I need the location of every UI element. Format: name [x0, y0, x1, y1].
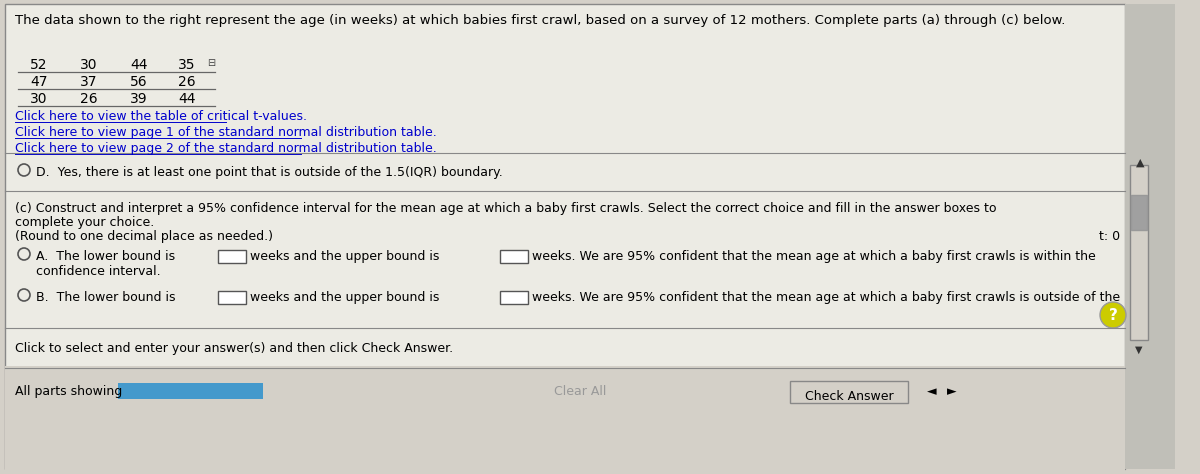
Text: ◄: ◄ — [928, 385, 937, 398]
Text: B.  The lower bound is: B. The lower bound is — [36, 291, 175, 304]
Text: (c) Construct and interpret a 95% confidence interval for the mean age at which : (c) Construct and interpret a 95% confid… — [14, 202, 996, 215]
Text: Click here to view page 1 of the standard normal distribution table.: Click here to view page 1 of the standar… — [14, 126, 437, 139]
Text: All parts showing: All parts showing — [14, 385, 122, 398]
Text: 44: 44 — [178, 92, 196, 106]
Circle shape — [1100, 302, 1126, 328]
Text: weeks. We are 95% confident that the mean age at which a baby first crawls is ou: weeks. We are 95% confident that the mea… — [532, 291, 1120, 304]
Bar — [500, 291, 528, 304]
Text: confidence interval.: confidence interval. — [36, 265, 161, 278]
Text: 26: 26 — [178, 75, 196, 89]
Bar — [1126, 4, 1175, 469]
Text: ▲: ▲ — [1135, 158, 1145, 168]
Bar — [500, 250, 528, 263]
Text: Click here to view the table of critical t-values.: Click here to view the table of critical… — [14, 110, 307, 123]
Text: ►: ► — [947, 385, 956, 398]
Text: 56: 56 — [130, 75, 148, 89]
Text: weeks. We are 95% confident that the mean age at which a baby first crawls is wi: weeks. We are 95% confident that the mea… — [532, 250, 1096, 263]
Text: Click here to view page 2 of the standard normal distribution table.: Click here to view page 2 of the standar… — [14, 142, 437, 155]
Text: 52: 52 — [30, 58, 48, 72]
Text: 39: 39 — [130, 92, 148, 106]
Bar — [218, 291, 246, 304]
Text: A.  The lower bound is: A. The lower bound is — [36, 250, 175, 263]
Bar — [790, 381, 908, 403]
Text: ▼: ▼ — [1135, 345, 1142, 355]
Bar — [1130, 165, 1148, 340]
Text: The data shown to the right represent the age (in weeks) at which babies first c: The data shown to the right represent th… — [14, 14, 1066, 27]
Text: Click to select and enter your answer(s) and then click Check Answer.: Click to select and enter your answer(s)… — [14, 342, 454, 355]
Text: D.  Yes, there is at least one point that is outside of the 1.5(IQR) boundary.: D. Yes, there is at least one point that… — [36, 166, 503, 179]
Text: 35: 35 — [178, 58, 196, 72]
Bar — [1132, 195, 1147, 230]
Text: 30: 30 — [80, 58, 97, 72]
Text: 44: 44 — [130, 58, 148, 72]
Text: 30: 30 — [30, 92, 48, 106]
Bar — [118, 383, 263, 399]
Text: 37: 37 — [80, 75, 97, 89]
Text: 47: 47 — [30, 75, 48, 89]
Text: (Round to one decimal place as needed.): (Round to one decimal place as needed.) — [14, 230, 274, 243]
Text: complete your choice.: complete your choice. — [14, 216, 155, 229]
Text: ?: ? — [1109, 308, 1117, 323]
Text: Check Answer: Check Answer — [805, 390, 893, 403]
Text: Clear All: Clear All — [554, 385, 606, 398]
Text: ⊟: ⊟ — [208, 58, 215, 68]
Bar — [5, 366, 1126, 472]
Bar — [218, 250, 246, 263]
Text: weeks and the upper bound is: weeks and the upper bound is — [250, 250, 439, 263]
Text: weeks and the upper bound is: weeks and the upper bound is — [250, 291, 439, 304]
Text: t: 0: t: 0 — [1099, 230, 1120, 243]
Text: 26: 26 — [80, 92, 97, 106]
